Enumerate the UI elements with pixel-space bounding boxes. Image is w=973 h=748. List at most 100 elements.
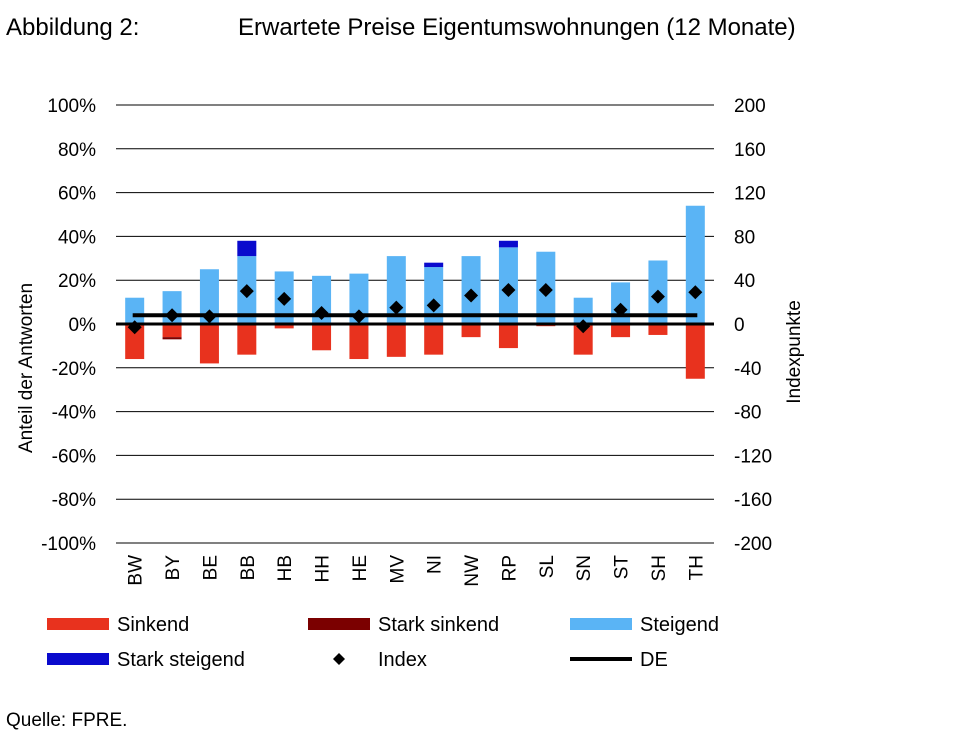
right-tick-label: -200: [734, 534, 772, 555]
index-marker: [464, 288, 479, 303]
x-tick-label: BE: [200, 555, 221, 580]
bar-sinkend: [162, 324, 182, 338]
index-marker: [538, 283, 553, 298]
x-tick-label: BW: [126, 555, 147, 586]
x-tick-label: TH: [686, 555, 707, 580]
left-axis-title: Anteil der Antworten: [16, 283, 37, 453]
legend-label-stark-sinkend: Stark sinkend: [378, 614, 499, 636]
left-tick-label: 100%: [47, 96, 96, 117]
left-tick-label: -60%: [52, 446, 96, 467]
right-axis-title: Indexpunkte: [784, 300, 805, 404]
source-note: Quelle: FPRE.: [6, 710, 128, 731]
x-tick-label: NW: [462, 555, 483, 587]
legend-swatch-sinkend: [47, 618, 109, 630]
bar-sinkend: [349, 324, 369, 360]
bar-sinkend: [498, 324, 518, 349]
index-marker: [314, 306, 329, 321]
right-tick-label: 120: [734, 184, 766, 205]
right-tick-label: 0: [734, 315, 745, 336]
index-marker: [351, 309, 366, 324]
right-tick-label: -80: [734, 403, 761, 424]
right-tick-label: 200: [734, 96, 766, 117]
index-marker: [688, 285, 703, 300]
legend-swatch-steigend: [570, 618, 632, 630]
x-tick-label: HE: [350, 555, 371, 581]
index-marker: [389, 300, 404, 315]
bar-sinkend: [274, 324, 294, 329]
x-tick-label: NI: [425, 555, 446, 574]
bar-steigend: [349, 273, 369, 324]
bar-sinkend: [424, 324, 444, 355]
chart-title: Erwartete Preise Eigentumswohnungen (12 …: [238, 14, 796, 41]
index-marker: [613, 302, 628, 317]
index-marker: [277, 291, 292, 306]
bars: [125, 205, 705, 379]
x-tick-label: SL: [537, 555, 558, 578]
x-tick-label: HB: [275, 555, 296, 581]
bar-sinkend: [312, 324, 332, 351]
right-tick-label: 80: [734, 227, 755, 248]
bar-sinkend: [461, 324, 481, 338]
legend-swatch-stark-steigend: [47, 653, 109, 665]
index-marker: [650, 289, 665, 304]
x-tick-label: SH: [649, 555, 670, 581]
x-tick-label: SN: [574, 555, 595, 581]
bar-sinkend: [685, 324, 705, 379]
x-axis-ticks: BW BY BE BB HB HH HE MV NI NW RP SL SN ST SH TH: [126, 555, 708, 587]
right-tick-label: -40: [734, 359, 761, 380]
index-marker: [239, 284, 254, 299]
legend-label-de: DE: [640, 649, 668, 671]
index-markers: [127, 283, 703, 335]
left-axis-ticks: -100% -80% -60% -40% -20% 0% 20% 40% 60% 80% 100%: [41, 96, 96, 555]
bar-sinkend: [573, 324, 593, 355]
legend-label-index: Index: [378, 649, 427, 671]
legend-label-stark-steigend: Stark steigend: [117, 649, 245, 671]
left-tick-label: 60%: [58, 184, 96, 205]
left-tick-label: -20%: [52, 359, 96, 380]
bar-stark-steigend: [237, 240, 257, 257]
right-tick-label: -120: [734, 446, 772, 467]
right-tick-label: 40: [734, 271, 755, 292]
figure-label: Abbildung 2:: [6, 14, 140, 41]
index-marker: [426, 298, 441, 313]
x-tick-label: ST: [612, 555, 633, 580]
left-tick-label: 20%: [58, 271, 96, 292]
x-tick-label: BB: [238, 555, 259, 580]
left-tick-label: 0%: [69, 315, 97, 336]
left-tick-label: -80%: [52, 490, 96, 511]
right-tick-label: 160: [734, 140, 766, 161]
left-tick-label: 40%: [58, 227, 96, 248]
chart: -100%-80%-60%-40%-20%0%20%40%60%80%100% …: [16, 96, 805, 671]
index-marker: [576, 319, 591, 334]
bar-sinkend: [648, 324, 668, 335]
x-tick-label: HH: [313, 555, 334, 582]
bar-sinkend: [125, 324, 145, 360]
legend-swatch-index: [333, 653, 345, 665]
index-marker: [202, 309, 217, 324]
bar-sinkend: [199, 324, 219, 364]
legend-swatch-stark-sinkend: [308, 618, 370, 630]
bar-steigend: [125, 297, 145, 324]
x-tick-label: MV: [387, 555, 408, 584]
index-marker: [501, 283, 516, 298]
legend-label-sinkend: Sinkend: [117, 614, 189, 636]
left-tick-label: -40%: [52, 403, 96, 424]
legend: Sinkend Stark sinkend Steigend Stark steige…: [47, 614, 719, 671]
right-axis-ticks: -200 -160 -120 -80 -40 0 40 80 120 160 200: [734, 96, 772, 555]
bar-sinkend: [611, 324, 631, 338]
bar-stark-sinkend: [162, 337, 182, 340]
bar-sinkend: [386, 324, 406, 357]
bar-stark-steigend: [424, 262, 444, 268]
bar-sinkend: [237, 324, 257, 355]
x-tick-label: RP: [499, 555, 520, 581]
bar-steigend: [424, 267, 444, 324]
bar-steigend: [573, 297, 593, 324]
left-tick-label: 80%: [58, 140, 96, 161]
bar-steigend: [685, 205, 705, 324]
bar-steigend: [199, 269, 219, 324]
bar-stark-steigend: [498, 240, 518, 248]
left-tick-label: -100%: [41, 534, 96, 555]
right-tick-label: -160: [734, 490, 772, 511]
legend-label-steigend: Steigend: [640, 614, 719, 636]
index-marker: [127, 320, 142, 335]
